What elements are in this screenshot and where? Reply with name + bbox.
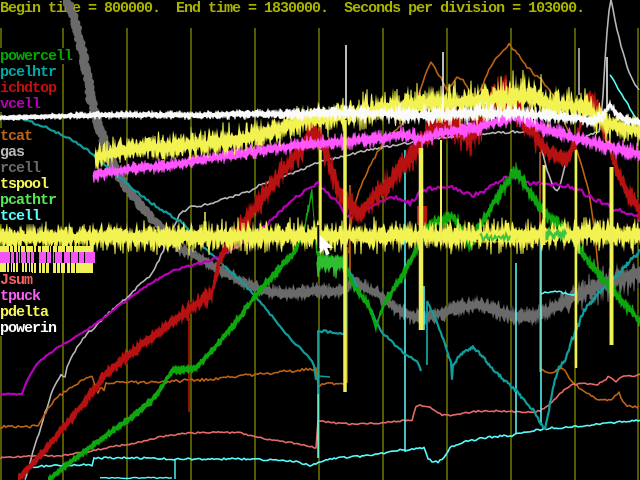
svg-text:vcell: vcell [0,96,41,113]
svg-text:tcat: tcat [0,128,32,145]
svg-text:pcelhtr: pcelhtr [0,64,56,81]
svg-text:pdelta: pdelta [0,304,49,321]
svg-text:rcell: rcell [0,160,41,177]
svg-text:Begin time = 800000. End time: Begin time = 800000. End time = 1830000.… [0,0,584,17]
svg-text:tspool: tspool [0,176,49,193]
svg-text:gas: gas [0,144,25,161]
svg-text:pcathtr: pcathtr [0,192,56,209]
svg-text:powercell: powercell [0,48,73,65]
svg-text:tcell: tcell [0,208,41,225]
svg-text:tpuck: tpuck [0,288,41,305]
svg-text:ichdtop: ichdtop [0,80,57,97]
svg-text:Jsum: Jsum [0,272,33,289]
svg-text:powerin: powerin [0,320,57,337]
